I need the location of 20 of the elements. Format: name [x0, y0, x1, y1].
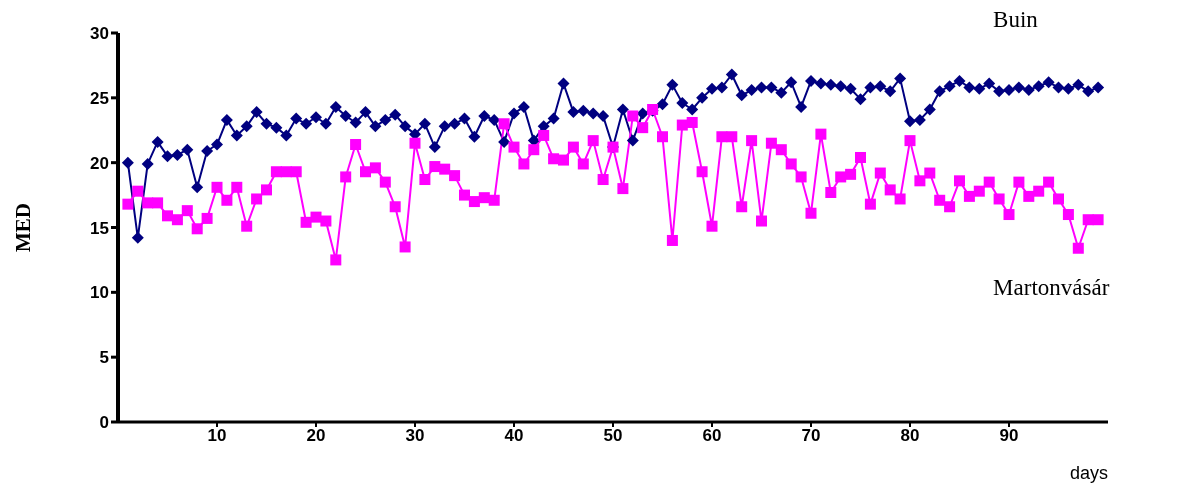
series-label: Buin — [993, 7, 1038, 34]
y-tick-label: 20 — [90, 153, 109, 173]
y-tick-label: 5 — [99, 348, 109, 368]
y-tick-label: 0 — [99, 413, 109, 433]
x-tick-label: 50 — [603, 426, 623, 446]
y-tick-label: 15 — [90, 218, 109, 238]
x-tick-label: 60 — [702, 426, 722, 446]
x-axis-title: days — [1069, 463, 1108, 484]
x-tick-label: 40 — [504, 426, 524, 446]
x-tick-label: 70 — [801, 426, 821, 446]
x-tick-label: 10 — [207, 426, 227, 446]
y-tick-label: 10 — [90, 283, 109, 303]
x-tick-label: 90 — [999, 426, 1019, 446]
series-label: Martonvásár — [993, 274, 1110, 301]
x-tick-label: 80 — [900, 426, 920, 446]
y-tick-label: 25 — [90, 88, 109, 108]
y-axis-title: MED — [11, 203, 36, 252]
x-tick-label: 30 — [405, 426, 425, 446]
y-tick-label: 30 — [90, 24, 109, 44]
x-tick-label: 20 — [306, 426, 326, 446]
